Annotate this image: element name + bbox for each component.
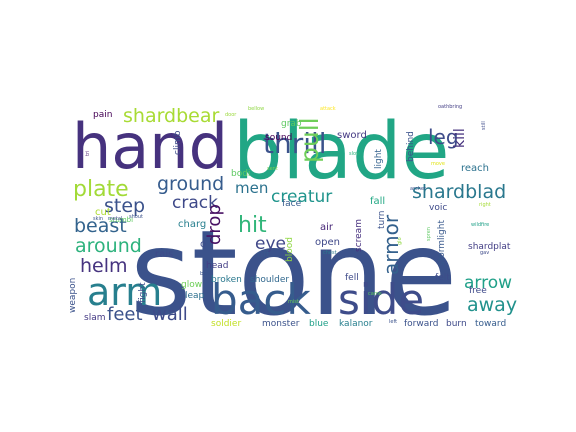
word-left: left: [389, 319, 397, 325]
word-o: o: [200, 239, 206, 250]
word-behind: behind: [406, 131, 416, 162]
word-free: free: [469, 286, 487, 296]
word-shout: shout: [129, 214, 143, 220]
word-plate: plate: [73, 177, 129, 202]
word-door: door: [225, 112, 237, 118]
word-blood: blood: [285, 237, 295, 262]
word-kill: kill: [452, 128, 468, 148]
word-stormlight: stormlight: [437, 220, 447, 266]
word-voic: voic: [429, 203, 447, 213]
word-oathbring: oathbring: [438, 104, 462, 110]
word-shardplat: shardplat: [468, 242, 511, 252]
word-climb: climb: [173, 130, 183, 155]
word-glow: glow: [181, 280, 202, 290]
word-stumbl: stumbl: [109, 216, 133, 224]
word-turn: turn: [377, 211, 387, 229]
word-rais: rais: [155, 249, 173, 260]
word-shardbear: shardbear: [123, 105, 220, 127]
word-shoulder: shoulder: [250, 275, 289, 285]
word-monster: monster: [262, 319, 300, 329]
word-sword: sword: [337, 130, 367, 141]
word-eye: eye: [255, 234, 286, 254]
word-glo: glo: [397, 237, 403, 245]
word-broken: broken: [211, 275, 242, 285]
word-helm: helm: [80, 255, 128, 277]
word-weapon: weapon: [68, 278, 78, 313]
word-stone: stone: [130, 204, 457, 342]
word-gav: gav: [480, 250, 489, 256]
cloud-background: [72, 104, 504, 328]
word-archer: archer: [410, 186, 427, 192]
word-sound: sound: [265, 133, 292, 143]
word-blue: blue: [309, 319, 329, 329]
word-blade: blade: [233, 107, 449, 197]
word-wildfire: wildfire: [471, 222, 489, 228]
word-slam: slam: [84, 313, 105, 323]
word-fall: fall: [370, 196, 385, 207]
word-air: air: [320, 222, 334, 233]
word-hit: hit: [238, 213, 267, 238]
word-beast: beast: [74, 215, 127, 237]
word-attack: attack: [320, 106, 336, 112]
word-slow: slow: [349, 151, 360, 157]
word-face: face: [282, 199, 302, 209]
word-skin: skin: [93, 216, 103, 222]
word-around: around: [75, 235, 142, 257]
word-side: side: [338, 275, 424, 324]
word-armor: armor: [379, 214, 403, 275]
word-scream: scream: [354, 219, 364, 252]
word-reach: reach: [461, 163, 489, 174]
word-back: back: [211, 275, 311, 324]
word-creatur: creatur: [271, 187, 332, 207]
word-grab: grab: [281, 119, 302, 129]
word-light: light: [374, 149, 384, 169]
word-thrill: thrill: [263, 127, 327, 160]
word-pull: pull: [295, 117, 324, 163]
word-toward: toward: [475, 319, 506, 329]
word-men: men: [235, 179, 268, 197]
word-tri: tri: [85, 151, 91, 156]
word-bellow: bellow: [248, 106, 264, 112]
word-burn: burn: [446, 319, 467, 329]
word-sent: sent: [267, 166, 278, 172]
word-kalanor: kalanor: [339, 319, 373, 329]
word-crack: crack: [172, 193, 218, 213]
word-step: step: [104, 195, 145, 217]
word-drop: drop: [204, 204, 225, 245]
word-ground: ground: [157, 173, 224, 195]
word-charg: charg: [178, 219, 206, 230]
word-leg: leg: [428, 125, 459, 149]
word-mist: mist: [288, 299, 299, 305]
word-leap: leap: [185, 291, 205, 301]
word-chest: chest: [323, 250, 337, 256]
word-fell: fell: [345, 273, 359, 283]
word-wall: wall: [152, 304, 188, 325]
word-fight: fight: [138, 282, 148, 303]
word-away: away: [467, 294, 517, 316]
word-cut: cut: [95, 207, 111, 218]
word-felt: felt: [435, 273, 450, 283]
word-move: move: [431, 161, 445, 167]
word-bodi: bodi: [231, 169, 250, 179]
word-spren: spren: [426, 227, 432, 241]
word-arrow: arrow: [464, 273, 512, 293]
word-shardblad: shardblad: [412, 181, 506, 203]
word-rift: rift: [257, 250, 270, 260]
word-still: still: [481, 121, 487, 130]
word-open: open: [315, 237, 340, 248]
word-came: came: [368, 291, 382, 297]
word-metal: metal: [108, 216, 122, 222]
word-blow: blow: [200, 271, 212, 277]
word-feet: feet: [107, 304, 143, 325]
word-pain: pain: [93, 110, 112, 120]
word-soldier: soldier: [211, 319, 241, 329]
word-forward: forward: [404, 319, 439, 329]
word-arm: arm: [87, 270, 162, 314]
word-right: right: [479, 202, 491, 208]
word-head: head: [206, 261, 228, 271]
word-hand: hand: [72, 110, 228, 183]
